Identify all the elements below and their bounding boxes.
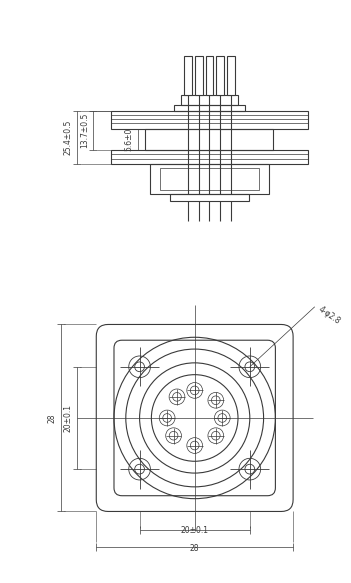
Bar [151,164,269,194]
Bar [216,56,224,95]
Bar [111,150,308,164]
Text: 28: 28 [48,413,57,423]
Bar [195,56,203,95]
Bar [111,111,308,129]
Bar [170,194,249,202]
Text: 4-φ2.8: 4-φ2.8 [317,305,342,326]
Text: 28: 28 [190,544,199,553]
Bar [184,56,192,95]
Text: 20±0.1: 20±0.1 [64,404,73,432]
Text: 20±0.1: 20±0.1 [181,526,209,535]
Text: 25.4±0.5: 25.4±0.5 [64,120,73,155]
Bar [181,95,238,105]
Text: 13.7±0.5: 13.7±0.5 [80,113,90,148]
Bar [160,168,259,189]
Bar [206,56,213,95]
Bar [174,105,245,111]
Text: 5.6±0: 5.6±0 [125,128,134,151]
Bar [227,56,235,95]
Bar [145,129,273,150]
